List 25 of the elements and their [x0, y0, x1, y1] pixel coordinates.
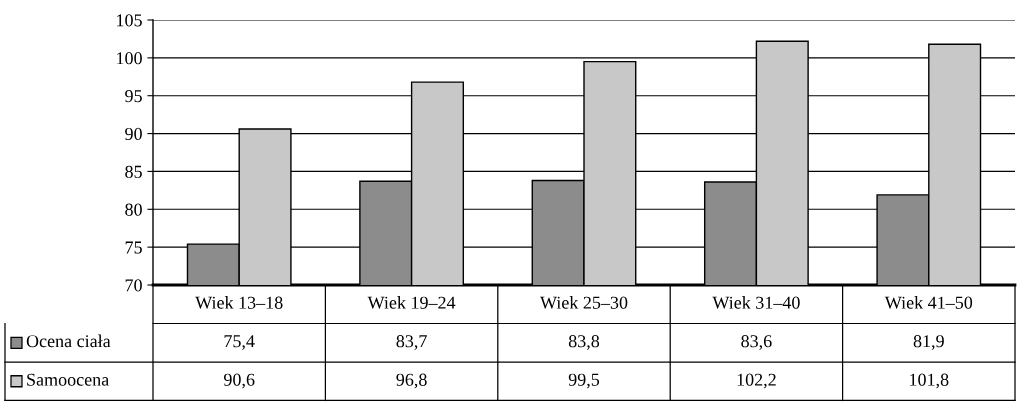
y-tick-label: 80	[125, 203, 142, 216]
x-tick-label: Wiek 25–30	[540, 296, 628, 309]
data-label: 83,8	[568, 335, 600, 350]
data-label: 102,2	[737, 373, 776, 389]
y-tick-label: 85	[125, 165, 142, 178]
y-tick-label: 100	[117, 52, 142, 65]
x-tick-label: Wiek 31–40	[712, 296, 800, 309]
data-label: 75,4	[224, 335, 255, 350]
data-label: 81,9	[913, 335, 944, 350]
data-label: 96,8	[396, 373, 427, 389]
y-tick-label: 75	[125, 241, 142, 254]
legend-label: Ocena ciała	[26, 334, 111, 348]
y-tick-label: 105	[117, 14, 142, 27]
legend-label: Samoocena	[27, 373, 109, 386]
data-label: 83,6	[741, 335, 772, 350]
data-label: 90,6	[223, 373, 255, 389]
y-tick-label: 90	[125, 127, 142, 141]
data-label: 101,8	[910, 373, 949, 389]
data-label: 99,5	[568, 373, 600, 389]
x-tick-label: Wiek 19–24	[367, 296, 456, 309]
x-tick-label: Wiek 13–18	[195, 296, 283, 309]
y-tick-label: 95	[125, 90, 142, 103]
data-label: 83,7	[396, 335, 427, 350]
y-tick-label: 70	[125, 279, 142, 292]
x-tick-label: Wiek 41–50	[884, 296, 973, 309]
